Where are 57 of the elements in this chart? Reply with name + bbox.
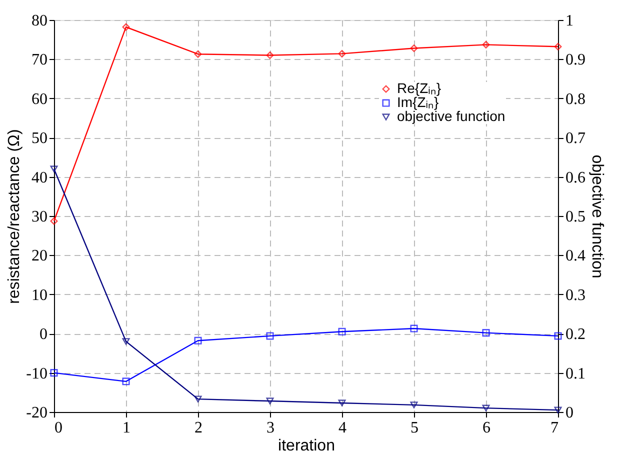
point <box>410 402 418 408</box>
y-tick-label: -20 <box>26 404 48 422</box>
legend-label: Re{Zᵢₙ} <box>397 80 442 96</box>
y-tick-label: 60 <box>32 90 48 108</box>
point <box>50 369 58 377</box>
y-tick-label: 0 <box>40 326 48 344</box>
point <box>338 328 346 336</box>
x-tick-label: 2 <box>194 420 202 436</box>
x-tick-label: 1 <box>122 420 130 436</box>
y2-tick-label: 0.2 <box>566 326 586 344</box>
y2-tick-label: 0.4 <box>566 248 586 265</box>
x-axis-title: iteration <box>278 438 335 452</box>
point <box>122 338 130 345</box>
y2-tick-label: 0 <box>566 404 574 422</box>
y2-tick-label: 0.7 <box>566 130 586 148</box>
x-tick-label: 3 <box>266 420 274 436</box>
y-tick-label: 10 <box>32 286 48 304</box>
point <box>50 217 58 225</box>
y2-tick-label: 0.6 <box>566 169 586 186</box>
point <box>482 40 490 48</box>
y-tick-label: -10 <box>26 365 48 382</box>
y-tick-label: 80 <box>32 12 48 30</box>
y-tick-label: 20 <box>32 248 48 265</box>
y2-tick-label: 0.8 <box>566 90 586 108</box>
y-axis-title: resistance/reactance (Ω) <box>6 129 24 304</box>
y-tick-label: 30 <box>32 208 48 226</box>
point <box>194 50 202 58</box>
point <box>266 52 274 60</box>
point <box>122 378 130 386</box>
point <box>266 398 274 404</box>
point <box>410 44 418 52</box>
point <box>194 336 202 344</box>
y-tick-label: 50 <box>32 130 48 148</box>
y-tick-label: 70 <box>32 52 48 69</box>
x-tick-label: 4 <box>338 420 346 436</box>
point <box>194 396 202 402</box>
point <box>266 332 274 340</box>
x-tick-label: 6 <box>482 420 490 436</box>
y2-axis-title: objective function <box>588 154 606 278</box>
y2-tick-label: 0.1 <box>566 365 586 382</box>
point <box>554 42 562 50</box>
point <box>338 50 346 58</box>
point <box>122 23 130 31</box>
y-tick-label: 40 <box>32 169 48 186</box>
y2-tick-label: 0.3 <box>566 286 586 304</box>
point <box>482 329 490 337</box>
y2-tick-label: 0.5 <box>566 208 586 226</box>
x-tick-label: 7 <box>550 420 558 436</box>
point <box>410 324 418 332</box>
point <box>554 332 562 340</box>
x-tick-label: 0 <box>54 420 62 436</box>
x-tick-label: 5 <box>410 420 418 436</box>
point <box>482 404 490 412</box>
y2-tick-label: 0.9 <box>566 52 586 69</box>
point <box>50 166 58 172</box>
y2-tick-label: 1 <box>566 12 574 30</box>
point <box>338 400 346 406</box>
